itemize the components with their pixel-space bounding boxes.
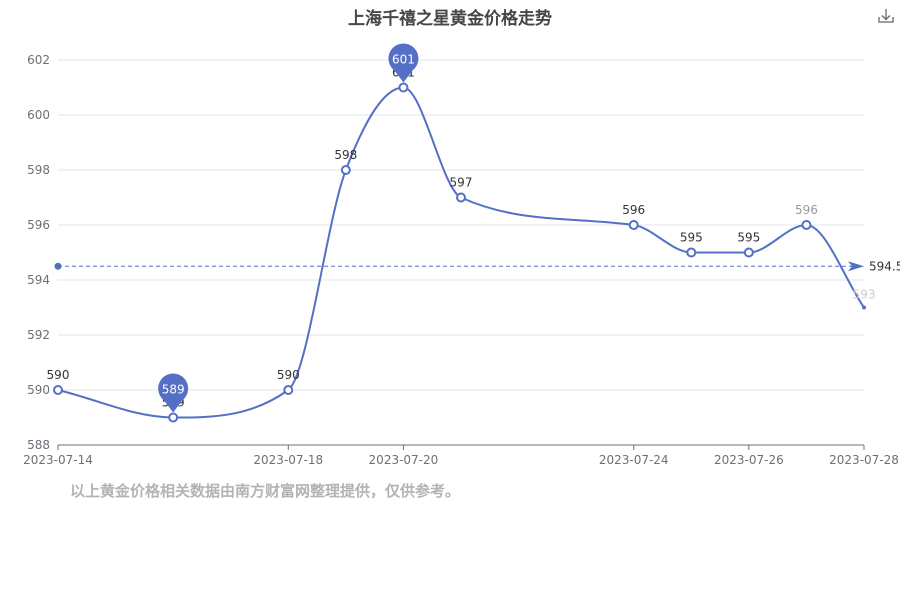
y-tick-label: 598 xyxy=(27,163,50,177)
download-button[interactable] xyxy=(876,6,896,26)
x-tick-label: 2023-07-28 xyxy=(829,453,899,467)
x-tick-label: 2023-07-18 xyxy=(253,453,323,467)
data-point xyxy=(686,247,697,258)
data-point xyxy=(168,412,179,423)
max-mark-pin xyxy=(388,43,419,83)
data-label: 597 xyxy=(450,176,473,190)
max-mark-label: 601 xyxy=(392,53,415,67)
data-label: 595 xyxy=(680,231,703,245)
data-point xyxy=(340,165,351,175)
average-line-label: 594.5 xyxy=(869,259,900,273)
x-tick-label: 2023-07-26 xyxy=(714,453,784,467)
y-tick-label: 596 xyxy=(27,218,50,232)
series-line xyxy=(57,86,865,419)
data-label: 598 xyxy=(334,148,357,162)
x-tick-label: 2023-07-14 xyxy=(23,453,93,467)
chart-title: 上海千禧之星黄金价格走势 xyxy=(348,9,552,29)
data-label: 595 xyxy=(737,231,760,245)
x-tick-label: 2023-07-24 xyxy=(599,453,669,467)
data-point xyxy=(456,192,466,203)
data-point xyxy=(283,385,294,395)
data-label: 590 xyxy=(47,368,70,382)
data-label: 593 xyxy=(853,288,876,302)
data-point xyxy=(53,385,63,395)
data-label: 596 xyxy=(795,203,818,217)
data-label: 596 xyxy=(622,203,645,217)
data-point xyxy=(743,247,754,258)
min-mark-label: 589 xyxy=(162,383,185,397)
x-tick-label: 2023-07-20 xyxy=(369,453,439,467)
y-tick-label: 602 xyxy=(27,53,50,67)
data-point xyxy=(398,82,409,93)
data-label: 590 xyxy=(277,368,300,382)
footnote: 以上黄金价格相关数据由南方财富网整理提供，仅供参考。 xyxy=(70,482,461,500)
average-line-start xyxy=(54,262,62,270)
y-tick-label: 592 xyxy=(27,328,50,342)
y-tick-label: 588 xyxy=(27,438,50,452)
y-tick-label: 594 xyxy=(27,273,50,287)
y-tick-label: 590 xyxy=(27,383,50,397)
download-icon xyxy=(878,9,894,23)
data-point xyxy=(628,220,639,230)
min-mark-pin xyxy=(158,373,189,413)
y-tick-label: 600 xyxy=(27,108,50,122)
average-line-arrow xyxy=(848,261,864,272)
data-point xyxy=(801,220,812,230)
data-point xyxy=(862,305,866,310)
